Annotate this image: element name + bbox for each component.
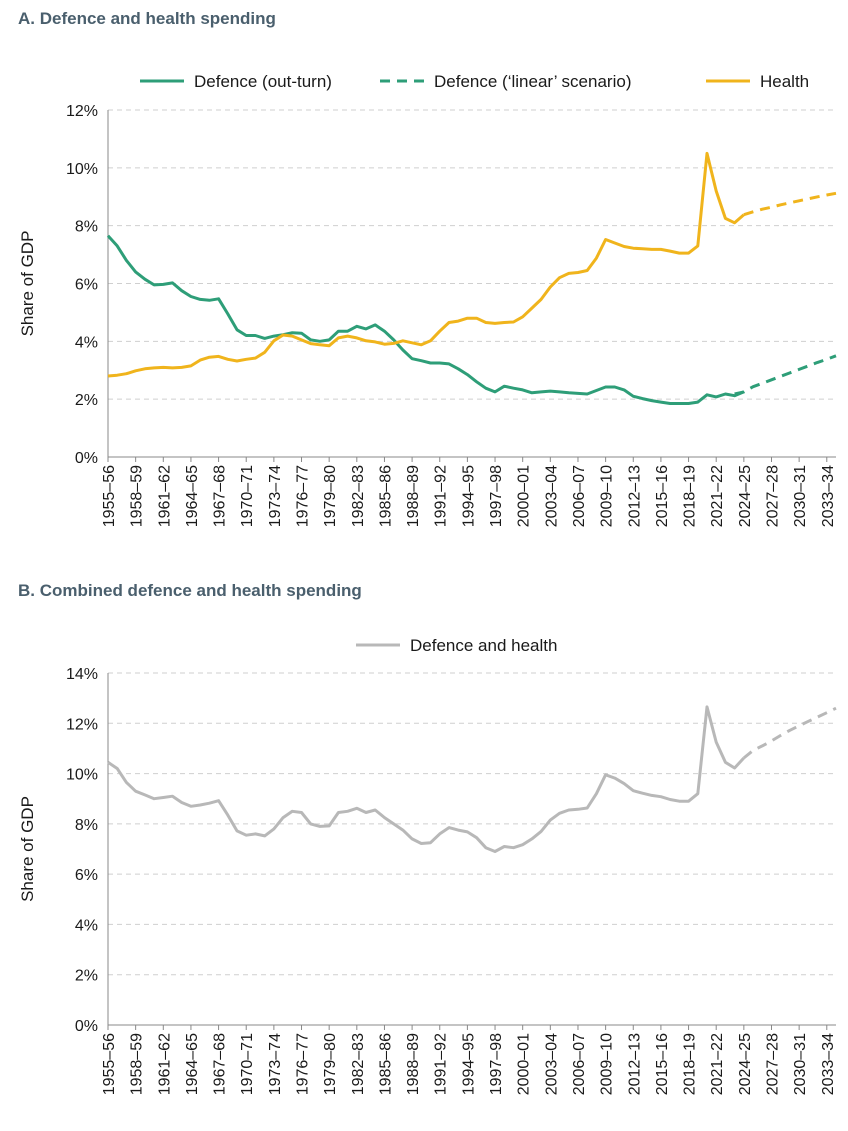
x-tick-label: 1976–77 (295, 1033, 312, 1095)
y-tick-label: 0% (75, 1018, 98, 1035)
y-tick-label: 8% (75, 219, 98, 236)
y-tick-label: 12% (66, 716, 98, 733)
x-tick-label: 2018–19 (682, 1033, 699, 1095)
x-tick-label: 1955–56 (101, 1033, 118, 1095)
x-tick-label: 1994–95 (460, 1033, 477, 1095)
series-line-2 (107, 151, 745, 378)
series-line-0 (106, 234, 745, 405)
x-tick-label: 1994–95 (460, 465, 477, 527)
x-tick-label: 2009–10 (599, 465, 616, 527)
x-tick-label: 1955–56 (101, 465, 118, 527)
x-tick-label: 1982–83 (350, 1033, 367, 1095)
series-line-1 (742, 706, 837, 760)
x-tick-label: 1973–74 (267, 1033, 284, 1095)
x-tick-label: 2012–13 (626, 1033, 643, 1095)
x-tick-label: 2003–04 (543, 465, 560, 527)
x-tick-label: 1985–86 (377, 1033, 394, 1095)
y-axis-label: Share of GDP (18, 796, 37, 902)
y-tick-label: 6% (75, 867, 98, 884)
x-tick-label: 1988–89 (405, 1033, 422, 1095)
panel-a-title: A. Defence and health spending (18, 9, 276, 28)
y-tick-label: 4% (75, 334, 98, 351)
x-tick-label: 2030–31 (792, 1033, 809, 1095)
x-tick-label: 1958–59 (129, 465, 146, 527)
x-tick-label: 1985–86 (377, 465, 394, 527)
x-tick-label: 2024–25 (737, 465, 754, 527)
y-tick-label: 10% (66, 161, 98, 178)
x-tick-label: 2027–28 (764, 465, 781, 527)
x-tick-label: 2027–28 (764, 1033, 781, 1095)
x-tick-label: 1997–98 (488, 465, 505, 527)
x-tick-label: 2018–19 (682, 465, 699, 527)
legend-label: Health (760, 72, 809, 91)
x-tick-label: 2003–04 (543, 1033, 560, 1095)
x-tick-label: 1997–98 (488, 1033, 505, 1095)
x-tick-label: 1967–68 (212, 1033, 229, 1095)
x-tick-label: 1967–68 (212, 465, 229, 527)
x-tick-label: 2030–31 (792, 465, 809, 527)
series-line-0 (107, 705, 745, 853)
x-tick-label: 2021–22 (709, 465, 726, 527)
y-tick-label: 6% (75, 277, 98, 294)
legend-label: Defence (out-turn) (194, 72, 332, 91)
x-tick-label: 2015–16 (654, 465, 671, 527)
y-tick-label: 2% (75, 392, 98, 409)
x-tick-label: 1979–80 (322, 465, 339, 527)
chart-b: 0% 2% 4% 6% 8% 10% 12% 14% 1955–56 1958–59 1961–62… (18, 636, 837, 1095)
y-tick-label: 2% (75, 968, 98, 985)
chart-a: 0% 2% 4% 6% 8% 10% 12% 1955–56 1958–59 1961–62 196… (18, 72, 837, 527)
x-tick-label: 1979–80 (322, 1033, 339, 1095)
series-line-1 (734, 354, 837, 396)
x-tick-label: 2012–13 (626, 465, 643, 527)
x-tick-label: 1961–62 (156, 465, 173, 527)
y-tick-label: 4% (75, 917, 98, 934)
x-tick-label: 1982–83 (350, 465, 367, 527)
y-tick-label: 10% (66, 767, 98, 784)
x-tick-label: 2033–34 (820, 465, 837, 527)
x-tick-label: 1964–65 (184, 465, 201, 527)
x-tick-label: 1961–62 (156, 1033, 173, 1095)
x-tick-label: 2024–25 (737, 1033, 754, 1095)
series-line-3 (743, 191, 837, 217)
x-tick-label: 2021–22 (709, 1033, 726, 1095)
x-tick-label: 1970–71 (239, 465, 256, 527)
x-tick-label: 1991–92 (433, 1033, 450, 1095)
x-tick-label: 2033–34 (820, 1033, 837, 1095)
y-tick-label: 8% (75, 817, 98, 834)
x-tick-label: 1988–89 (405, 465, 422, 527)
x-tick-label: 1976–77 (295, 465, 312, 527)
y-tick-label: 14% (66, 666, 98, 683)
panel-b-title: B. Combined defence and health spending (18, 581, 362, 600)
x-tick-label: 2006–07 (571, 465, 588, 527)
x-tick-label: 1973–74 (267, 465, 284, 527)
legend-label: Defence (‘linear’ scenario) (434, 72, 631, 91)
x-tick-label: 2006–07 (571, 1033, 588, 1095)
y-tick-label: 0% (75, 450, 98, 467)
y-tick-label: 12% (66, 103, 98, 120)
x-tick-label: 1970–71 (239, 1033, 256, 1095)
x-tick-label: 2000–01 (516, 1033, 533, 1095)
x-tick-label: 2009–10 (599, 1033, 616, 1095)
legend-label: Defence and health (410, 636, 557, 655)
x-tick-label: 2015–16 (654, 1033, 671, 1095)
x-tick-label: 1991–92 (433, 465, 450, 527)
x-tick-label: 1958–59 (129, 1033, 146, 1095)
x-tick-label: 1964–65 (184, 1033, 201, 1095)
x-tick-label: 2000–01 (516, 465, 533, 527)
y-axis-label: Share of GDP (18, 231, 37, 337)
